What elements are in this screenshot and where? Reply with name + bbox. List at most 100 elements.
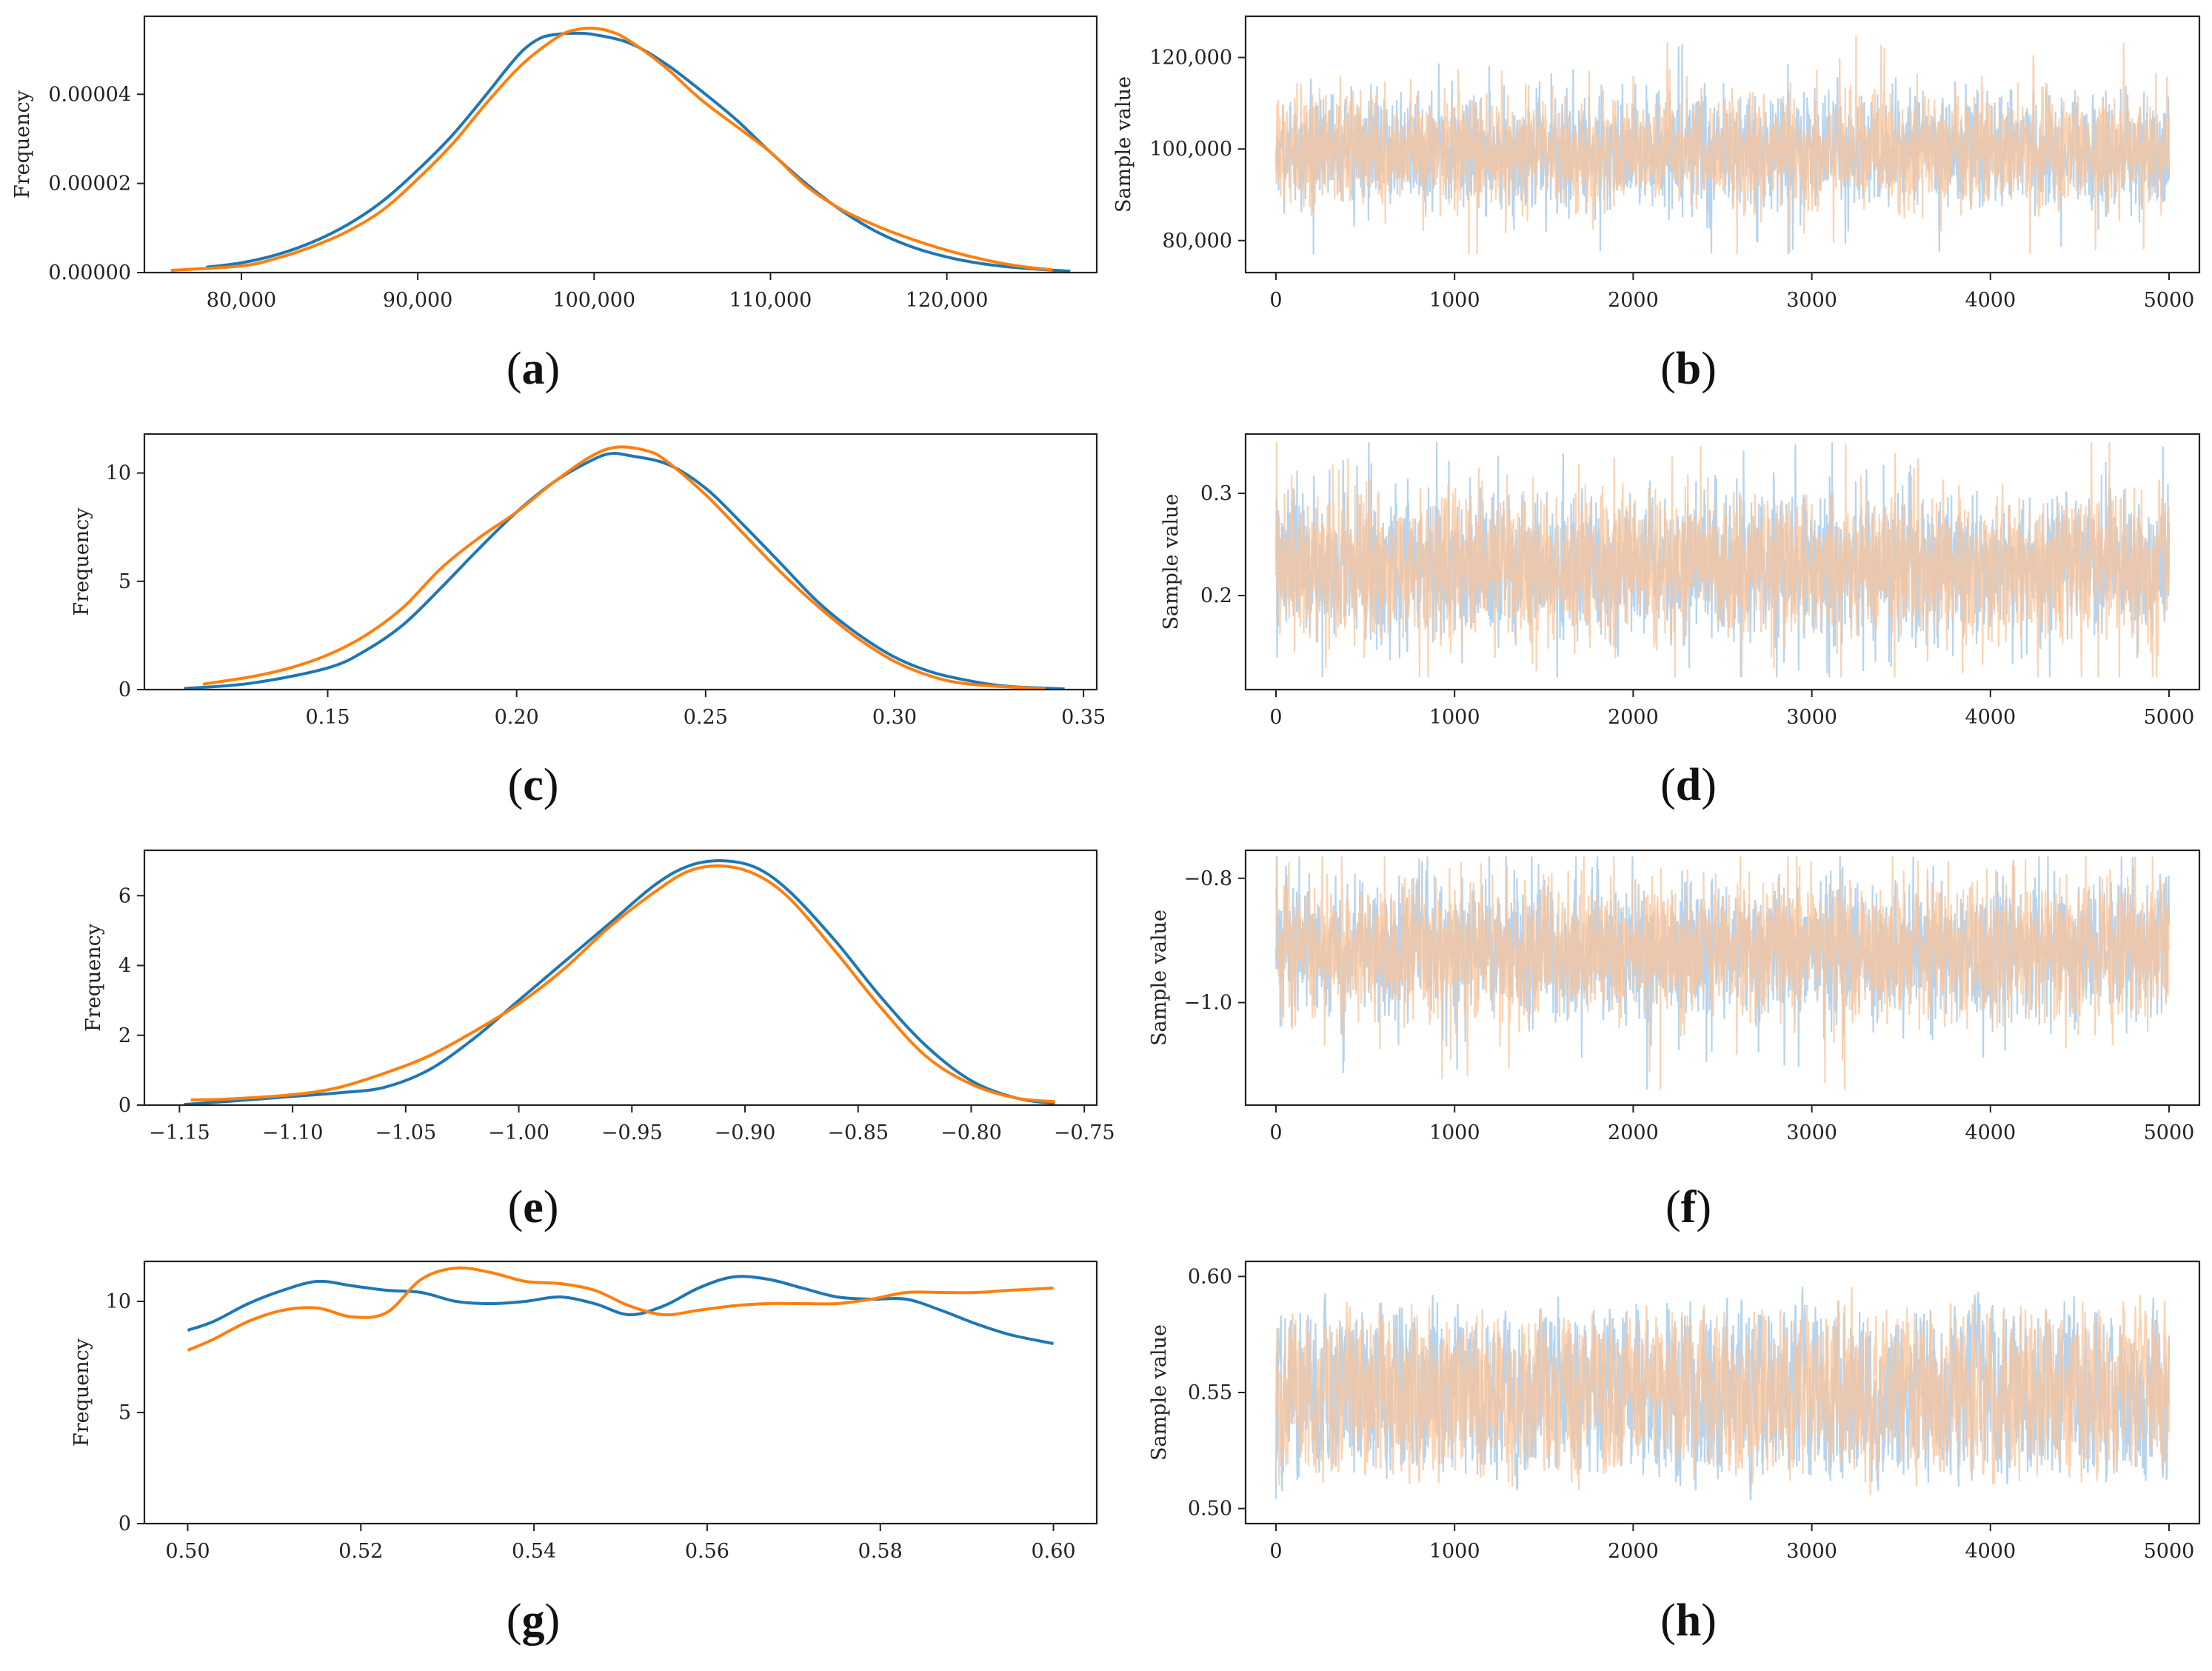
panel-caption: (e) [508,1182,559,1233]
x-tick-label: 1000 [1429,1540,1480,1563]
panel-h: 0 1000 2000 3000 4000 5000 0.50 0.55 0.60 Sample … [1148,1260,2201,1646]
y-tick-label: 2 [118,1024,131,1047]
x-tick-label: −1.15 [149,1121,210,1144]
panel-caption: (a) [507,344,560,394]
panel-caption: (b) [1660,344,1717,394]
panel-e: −1.15 −1.10 −1.05 −1.00 −0.95 −0.90 −0.85 −0.80… [82,849,1115,1233]
x-tick-label: 5000 [2144,1540,2195,1563]
trace-line-2 [1274,1287,2171,1495]
density-line-2 [187,1266,1054,1352]
y-tick-label: 0 [118,678,131,701]
x-tick-label: 80,000 [207,289,276,312]
axes-frame [1244,15,2201,274]
y-tick-label: 0.3 [1200,482,1232,505]
x-tick-label: 4000 [1965,1540,2016,1563]
y-tick-label: 5 [118,570,131,593]
x-tick-label: −0.90 [715,1121,776,1144]
x-tick-label: 2000 [1608,706,1659,729]
plot-area-c [184,445,1065,690]
panel-f: 0 1000 2000 3000 4000 5000 −1.0 −0.8 Sample valu… [1148,849,2201,1233]
x-tick-label: 5000 [2144,289,2195,312]
panel-caption: (c) [508,760,559,810]
x-tick-label: 110,000 [729,289,812,312]
y-axis-label: Frequency [11,90,34,199]
y-tick-label: 120,000 [1149,47,1232,70]
y-tick-label: 0 [118,1512,131,1535]
y-tick-label: 10 [106,462,131,485]
x-tick-label: 100,000 [552,289,635,312]
x-tick-label: −0.75 [1054,1121,1115,1144]
panel-d: 0 1000 2000 3000 4000 5000 0.2 0.3 Sample value (… [1160,433,2201,810]
x-tick-label: 5000 [2144,706,2195,729]
x-tick-label: 0.15 [305,706,350,729]
x-tick-label: 0 [1269,706,1282,729]
y-axis-label: Sample value [1148,1324,1171,1461]
axes-frame [143,1260,1098,1525]
x-tick-label: 4000 [1965,289,2016,312]
y-tick-label: 4 [118,955,131,978]
panel-g: 0.50 0.52 0.54 0.56 0.58 0.60 0 5 10 Frequency (g) [70,1260,1098,1646]
y-tick-label: 0.50 [1188,1498,1232,1521]
y-axis-label: Sample value [1112,76,1135,213]
plot-area-b [1274,35,2171,255]
axes-frame [143,433,1098,691]
x-tick-label: 2000 [1608,289,1659,312]
axes-frame [1244,433,2201,691]
plot-area-a [170,27,1071,273]
panel-b: 0 1000 2000 3000 4000 5000 80,000 100,000 120,00… [1112,15,2201,394]
density-line-1 [206,31,1071,273]
x-tick-label: 5000 [2144,1121,2195,1144]
x-tick-label: 0.30 [872,706,917,729]
y-axis-label: Frequency [70,1338,93,1447]
y-tick-label: 0.2 [1200,584,1232,607]
x-tick-label: 0 [1269,289,1282,312]
x-tick-label: 0.20 [495,706,539,729]
x-tick-label: −0.80 [940,1121,1002,1144]
panel-caption: (h) [1660,1595,1717,1646]
y-tick-label: −0.8 [1183,867,1232,890]
y-axis-label: Frequency [70,507,93,616]
y-tick-label: 10 [106,1290,131,1313]
panel-caption: (d) [1660,760,1717,810]
panel-caption: (g) [507,1595,560,1646]
y-tick-label: 100,000 [1149,138,1232,161]
x-tick-label: 0.50 [165,1540,210,1563]
y-tick-label: 0.00002 [48,173,131,196]
density-line-1 [184,451,1065,690]
y-axis-label: Sample value [1160,493,1183,630]
x-tick-label: 0.52 [338,1540,383,1563]
x-tick-label: 3000 [1786,706,1837,729]
axes-frame [143,849,1098,1107]
x-tick-label: 0.56 [685,1540,729,1563]
x-tick-label: 0.60 [1031,1540,1075,1563]
y-tick-label: −1.0 [1183,992,1232,1015]
x-tick-label: −1.05 [375,1121,436,1144]
plot-area-d [1274,441,2171,678]
x-tick-label: 1000 [1429,1121,1480,1144]
y-axis-label: Sample value [1148,910,1171,1046]
x-tick-label: 0.58 [858,1540,903,1563]
y-tick-label: 0 [118,1094,131,1117]
x-tick-label: 0.54 [512,1540,556,1563]
y-tick-label: 6 [118,884,131,907]
density-line-2 [170,27,1053,272]
density-line-1 [187,1275,1054,1345]
x-tick-label: 2000 [1608,1121,1659,1144]
x-tick-label: 1000 [1429,289,1480,312]
x-tick-label: −1.10 [262,1121,324,1144]
x-tick-label: 0.25 [684,706,728,729]
x-tick-label: 0 [1269,1121,1282,1144]
panel-c: 0.15 0.20 0.25 0.30 0.35 0 5 10 Frequency (c) [70,433,1106,810]
y-tick-label: 0.00004 [48,83,131,106]
y-tick-label: 0.00000 [48,261,131,284]
y-tick-label: 0.60 [1188,1265,1232,1288]
x-tick-label: 120,000 [906,289,989,312]
y-tick-label: 0.55 [1188,1381,1232,1404]
trace-line-2 [1274,35,2171,255]
panel-caption: (f) [1665,1182,1711,1233]
plot-area-f [1274,856,2171,1090]
y-axis-label: Frequency [82,923,105,1032]
trace-line-2 [1274,856,2171,1090]
plot-area-e [184,859,1055,1105]
